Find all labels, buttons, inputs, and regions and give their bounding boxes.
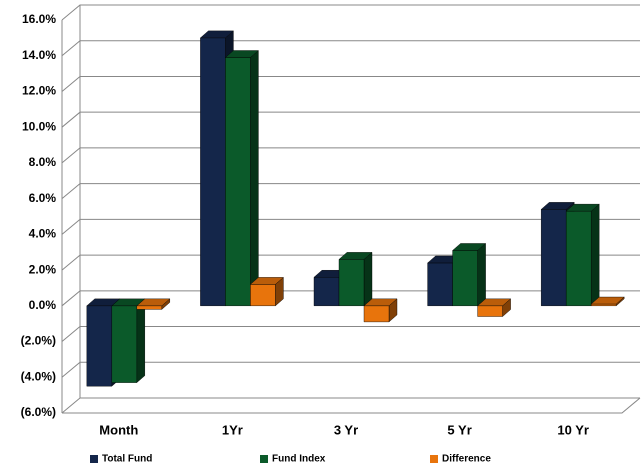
bar xyxy=(565,203,600,307)
grid-line xyxy=(61,40,640,57)
y-tick-label: 8.0% xyxy=(29,155,57,169)
grid-line xyxy=(61,183,640,200)
bar-front xyxy=(363,305,390,323)
bar-front xyxy=(338,259,365,307)
bar xyxy=(224,50,259,307)
bar-front xyxy=(566,210,592,307)
y-tick-label: (4.0%) xyxy=(21,369,56,383)
bar xyxy=(249,276,284,307)
bar-side xyxy=(591,203,600,307)
y-tick-label: 14.0% xyxy=(22,48,56,62)
x-tick-label: 1Yr xyxy=(222,422,243,437)
grid-line xyxy=(61,326,640,342)
legend-swatch xyxy=(430,455,438,463)
bar-front xyxy=(313,277,340,307)
bar xyxy=(452,243,487,307)
bar-front xyxy=(427,262,453,307)
bar-front xyxy=(452,250,478,307)
x-tick-label: Month xyxy=(99,422,138,437)
bar-top xyxy=(452,243,487,251)
bar xyxy=(590,296,625,307)
bar xyxy=(338,251,373,307)
y-tick-label: 2.0% xyxy=(29,262,57,276)
bar-front xyxy=(111,305,137,383)
y-tick-label: 0.0% xyxy=(29,298,57,312)
y-tick-label: 6.0% xyxy=(29,191,57,205)
legend-label: Difference xyxy=(442,454,491,465)
bar-front xyxy=(250,284,276,307)
y-tick-label: (6.0%) xyxy=(21,405,56,419)
bar xyxy=(111,298,146,384)
grid-line xyxy=(61,4,640,21)
bar-front xyxy=(225,57,251,307)
bar xyxy=(363,298,398,323)
floor-edge xyxy=(62,397,641,414)
y-tick-label: 4.0% xyxy=(29,227,57,241)
x-tick-label: 3 Yr xyxy=(334,422,358,437)
bar-top xyxy=(540,202,575,210)
bar-front xyxy=(200,37,226,307)
bar-front xyxy=(591,303,617,307)
bar-top xyxy=(224,50,259,58)
bar-front xyxy=(136,305,162,310)
bar-top xyxy=(477,298,512,307)
bar-top xyxy=(249,277,284,285)
legend-swatch xyxy=(260,455,268,463)
bar-top xyxy=(590,296,625,305)
bar-front xyxy=(541,209,567,307)
y-tick-label: (2.0%) xyxy=(21,334,56,348)
grid-line xyxy=(61,75,640,92)
bar-top xyxy=(136,298,171,307)
bar-front xyxy=(477,305,503,317)
legend-label: Total Fund xyxy=(102,454,152,465)
bar-side xyxy=(477,243,486,307)
grid-line xyxy=(61,397,640,414)
bar-side xyxy=(250,50,259,307)
x-tick-label: 5 Yr xyxy=(447,422,471,437)
bar-top xyxy=(565,203,600,212)
grid-line xyxy=(61,218,640,235)
grid-line xyxy=(61,111,640,128)
y-tick-label: 16.0% xyxy=(22,12,56,26)
legend-label: Fund Index xyxy=(272,454,326,465)
bar-top xyxy=(363,298,398,307)
grid-line xyxy=(61,147,640,164)
grid-line xyxy=(61,361,640,378)
y-tick-label: 10.0% xyxy=(22,119,56,133)
bar-side xyxy=(363,251,373,307)
y-tick-label: 12.0% xyxy=(22,84,56,98)
legend-swatch xyxy=(90,455,98,463)
bar xyxy=(136,298,171,310)
bar-top xyxy=(338,252,373,260)
x-tick-label: 10 Yr xyxy=(557,422,589,437)
bar-top xyxy=(199,30,234,39)
bar xyxy=(477,298,512,317)
bar-front xyxy=(86,305,112,387)
bar-side xyxy=(136,298,145,384)
